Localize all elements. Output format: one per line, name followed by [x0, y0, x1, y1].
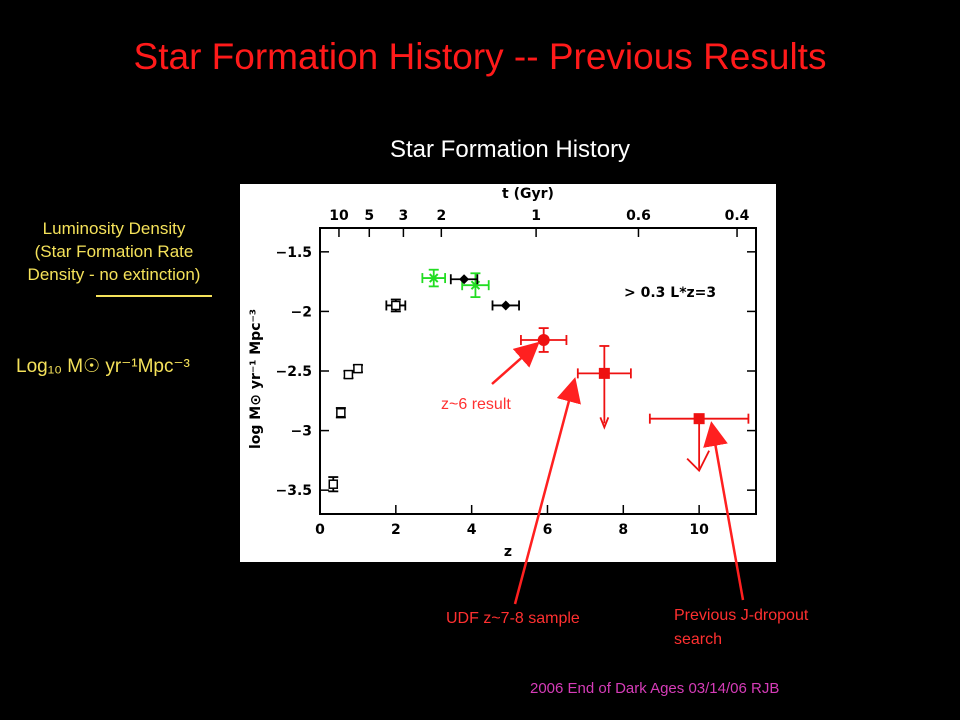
- annotation-prev-line-1: Previous J-dropout: [674, 607, 809, 624]
- annotation-udf: UDF z~7-8 sample: [446, 610, 580, 627]
- top-tick-label: 2: [436, 208, 446, 224]
- slide-title: Star Formation History -- Previous Resul…: [133, 36, 827, 77]
- x-tick-label: 10: [689, 522, 709, 538]
- y-axis-label: log M⊙ yr⁻¹ Mpc⁻³: [248, 309, 264, 449]
- x-tick-label: 4: [467, 522, 477, 538]
- upper-limit-arrowhead: [599, 417, 610, 430]
- x-tick-label: 0: [315, 522, 325, 538]
- y-tick-label: −3.5: [275, 483, 312, 499]
- x-tick-label: 2: [391, 522, 401, 538]
- x-tick-label: 8: [618, 522, 628, 538]
- data-point-open-square: [391, 300, 401, 311]
- top-axis-label: t (Gyr): [502, 186, 554, 202]
- x-tick-label: 6: [543, 522, 553, 538]
- top-tick-label: 0.4: [725, 208, 750, 224]
- y-tick-label: −2: [291, 304, 312, 320]
- fraction-rule: [96, 295, 212, 297]
- sfh-chart: 0 2 4 6 8 10 −1.5 −2 −2.5 −3 −3.5 10 5 3 2 1 0.6 0.4 z t (G…: [248, 186, 757, 560]
- y-axis-description: Luminosity Density (Star Formation Rate …: [0, 217, 228, 286]
- x-axis-label: z: [504, 544, 512, 560]
- y-tick-label: −1.5: [275, 245, 312, 261]
- y-tick-label: −3: [291, 424, 312, 440]
- data-point-open-square: [343, 369, 354, 380]
- arrow-prev: [703, 421, 745, 601]
- data-point-open-square: [353, 363, 363, 374]
- footer-credit: 2006 End of Dark Ages 03/14/06 RJB: [530, 680, 780, 697]
- annotation-previous-search: Previous J-dropout search: [674, 604, 808, 652]
- upper-limit-arrowhead: [686, 450, 710, 473]
- annotation-z6: z~6 result: [441, 396, 511, 413]
- chart-panel: 0 2 4 6 8 10 −1.5 −2 −2.5 −3 −3.5 10 5 3 2 1 0.6 0.4 z t (G…: [240, 184, 776, 562]
- data-point-cross: [429, 273, 439, 283]
- ylabel-line-1: Luminosity Density: [42, 219, 186, 238]
- annotation-prev-line-2: search: [674, 631, 723, 648]
- data-point-circle: [537, 334, 550, 347]
- top-tick-label: 3: [399, 208, 409, 224]
- data-point-diamond: [459, 274, 470, 285]
- ylabel-line-2: (Star Formation Rate: [34, 242, 194, 261]
- arrow-udf: [513, 377, 581, 605]
- arrow-z6: [491, 341, 540, 385]
- ylabel-units: Log₁₀ M☉ yr⁻¹Mpc⁻³: [16, 356, 190, 377]
- data-point-open-square: [336, 407, 346, 418]
- data-point-square: [598, 367, 610, 379]
- data-point-diamond: [500, 300, 511, 311]
- data-point-open-square: [328, 479, 339, 489]
- legend-text: > 0.3 L*z=3: [624, 285, 716, 301]
- ylabel-line-3: Density - no extinction): [27, 265, 201, 284]
- y-tick-label: −2.5: [275, 364, 312, 380]
- top-tick-label: 5: [364, 208, 374, 224]
- chart-heading: Star Formation History: [390, 136, 631, 163]
- top-tick-label: 1: [531, 208, 541, 224]
- data-point-square: [693, 413, 705, 425]
- top-tick-label: 10: [329, 208, 349, 224]
- top-tick-label: 0.6: [626, 208, 651, 224]
